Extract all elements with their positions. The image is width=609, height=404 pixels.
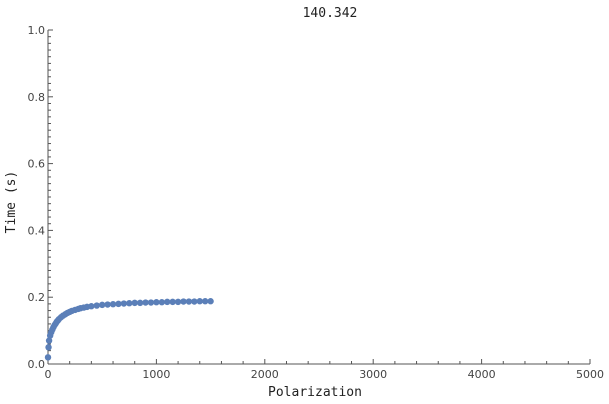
data-point xyxy=(164,298,171,306)
y-tick-label: 0.4 xyxy=(28,224,46,237)
data-point xyxy=(104,301,111,308)
y-tick-label: 0.6 xyxy=(28,158,46,171)
x-tick-label: 4000 xyxy=(468,368,496,381)
y-tick-label: 0.0 xyxy=(28,358,46,371)
x-tick-label: 1000 xyxy=(142,368,170,381)
chart-title: 140.342 xyxy=(303,6,358,21)
data-point xyxy=(147,299,155,306)
data-point xyxy=(142,299,149,306)
x-axis-title: Polarization xyxy=(268,385,362,400)
data-point xyxy=(115,300,122,308)
y-tick-label: 0.2 xyxy=(28,291,46,304)
data-point xyxy=(180,298,187,305)
data-point xyxy=(44,354,52,361)
data-point xyxy=(109,301,117,308)
y-tick-label: 1.0 xyxy=(28,24,46,37)
data-point xyxy=(126,300,133,307)
data-point xyxy=(131,299,138,307)
x-tick-label: 3000 xyxy=(359,368,387,381)
data-point xyxy=(93,302,100,309)
data-point xyxy=(45,344,52,351)
data-point xyxy=(169,298,176,306)
data-point xyxy=(45,337,53,344)
x-tick-label: 5000 xyxy=(576,368,604,381)
data-point xyxy=(201,298,209,305)
y-axis-title: Time (s) xyxy=(4,171,19,234)
data-points xyxy=(44,298,214,361)
data-point xyxy=(191,298,198,305)
data-point xyxy=(207,298,214,305)
y-tick-label: 0.8 xyxy=(28,91,46,104)
data-point xyxy=(174,298,182,306)
x-tick-label: 2000 xyxy=(251,368,279,381)
data-point xyxy=(153,299,160,306)
data-point xyxy=(136,299,144,307)
data-point xyxy=(120,300,128,307)
tick-group: 0 1000 2000 3000 4000 5000 0.0 0.2 0.4 0.6 0.8 1.0 xyxy=(28,24,605,381)
data-point xyxy=(158,299,166,306)
data-point xyxy=(185,298,193,305)
x-tick-label: 0 xyxy=(45,368,52,381)
data-point xyxy=(196,298,203,305)
data-point xyxy=(99,301,106,309)
data-point xyxy=(88,303,95,310)
